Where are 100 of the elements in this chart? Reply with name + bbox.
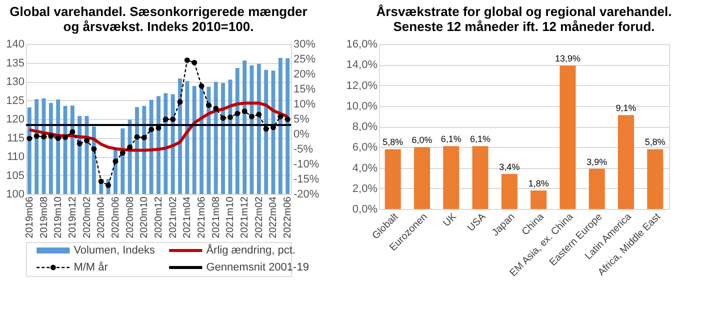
y2-tick-label: 0% [294, 128, 310, 140]
point [192, 60, 198, 66]
x-tick-label: 2019m12 [67, 196, 78, 238]
x-tick-label: 2020m10 [139, 196, 150, 238]
x-tick-label: USA [466, 211, 488, 234]
point [84, 138, 90, 144]
bar [618, 115, 634, 209]
point [112, 158, 118, 164]
y-tick-label: 130 [6, 76, 24, 88]
point [127, 144, 133, 150]
y-tick-label: 10,0% [346, 100, 378, 112]
y2-tick-label: 30% [294, 38, 316, 50]
y2-tick-label: -15% [294, 174, 320, 186]
data-label: 3,4% [499, 162, 520, 172]
y-tick-label: 115 [6, 132, 24, 144]
point [34, 133, 40, 139]
point [256, 112, 262, 118]
bar [443, 146, 460, 209]
bar [414, 147, 430, 209]
point [227, 114, 233, 120]
y-tick-label: 120 [6, 114, 24, 126]
bar [647, 149, 664, 209]
y-tick-label: 8,0% [352, 121, 378, 133]
x-tick-label: 2021m04 [182, 196, 194, 238]
data-label: 1,8% [528, 178, 549, 188]
data-label: 13,9% [554, 54, 580, 64]
point [70, 129, 76, 135]
legend-label: Årlig ændring, pct. [206, 244, 296, 256]
x-tick-label: 2019m06 [24, 196, 36, 238]
x-tick-label: 2020m04 [96, 196, 108, 238]
point [55, 135, 61, 141]
point [220, 115, 226, 121]
y-tick-label: 4,0% [352, 162, 378, 174]
point [120, 150, 126, 156]
point [170, 116, 176, 122]
x-tick-label: 2021m06 [196, 196, 208, 238]
point [184, 57, 190, 63]
point [62, 134, 68, 140]
x-tick-label: 2022m02 [254, 196, 265, 238]
data-label: 5,8% [644, 137, 666, 148]
y2-tick-label: 25% [294, 54, 316, 66]
y-tick-label: 110 [6, 151, 24, 163]
point [248, 114, 254, 120]
data-label: 9,1% [616, 103, 636, 114]
point [76, 140, 82, 146]
y-tick-label: 2,0% [352, 182, 378, 195]
y2-tick-label: 15% [294, 84, 316, 96]
point [234, 110, 240, 116]
point [141, 134, 147, 140]
point [91, 146, 97, 152]
point [278, 114, 284, 120]
bar [530, 190, 547, 209]
data-label: 3,9% [586, 156, 608, 167]
point [98, 178, 104, 184]
x-tick-label: 2020m06 [110, 196, 122, 238]
legend-label: M/M år [74, 262, 108, 274]
y2-tick-label: -10% [294, 158, 320, 170]
bar [501, 174, 518, 209]
y2-tick-label: 20% [294, 68, 316, 80]
point [177, 99, 183, 105]
chart-title: Årsvækstrate for global og regional varehandel. Seneste 12 måneder ift. 12 måneder forud. [376, 4, 672, 34]
y-tick-label: 0,0% [352, 204, 378, 216]
data-label: 6,0% [412, 135, 432, 146]
point [213, 106, 219, 112]
x-tick-label: 2019m10 [53, 196, 64, 238]
point [148, 126, 154, 132]
x-tick-label: 2021m10 [225, 196, 236, 238]
point [263, 126, 269, 132]
bar [588, 168, 605, 209]
point [106, 182, 112, 188]
y2-tick-label: 10% [294, 98, 316, 110]
y-tick-label: 6,0% [352, 142, 378, 154]
y-tick-label: 125 [6, 94, 24, 107]
x-tick-label: 2020m12 [154, 196, 164, 238]
y-tick-label: 14,0% [346, 59, 378, 72]
y-tick-label: 140 [6, 38, 24, 50]
point [41, 134, 46, 140]
x-tick-label: 2020m08 [124, 196, 136, 238]
point [198, 83, 204, 89]
chart-title: Global varehandel. Sæsonkorrigerede mængder og årsvækst. Indeks 2010=100. [10, 4, 308, 34]
y-tick-label: 12,0% [346, 80, 378, 92]
legend-label: Volumen, Indeks [74, 244, 156, 256]
data-label: 6,1% [470, 134, 491, 144]
x-tick-label: 2021m08 [210, 196, 222, 238]
x-tick-label: 2022m04 [268, 196, 280, 238]
point [162, 116, 168, 122]
data-label: 6,1% [440, 134, 462, 144]
x-tick-label: UK [441, 211, 460, 230]
point [284, 116, 290, 122]
point [134, 134, 140, 140]
y-tick-label: 105 [6, 170, 24, 182]
x-tick-label: 2021m12 [240, 196, 251, 238]
data-label: 5,8% [382, 137, 404, 148]
bar [472, 146, 488, 209]
point [206, 102, 212, 108]
point [26, 136, 32, 142]
legend-label: Gennemsnit 2001-19 [206, 262, 309, 274]
x-tick-label: 2021m02 [168, 196, 179, 238]
y2-tick-label: -20% [294, 188, 320, 200]
y-tick-label: 100 [6, 188, 24, 200]
